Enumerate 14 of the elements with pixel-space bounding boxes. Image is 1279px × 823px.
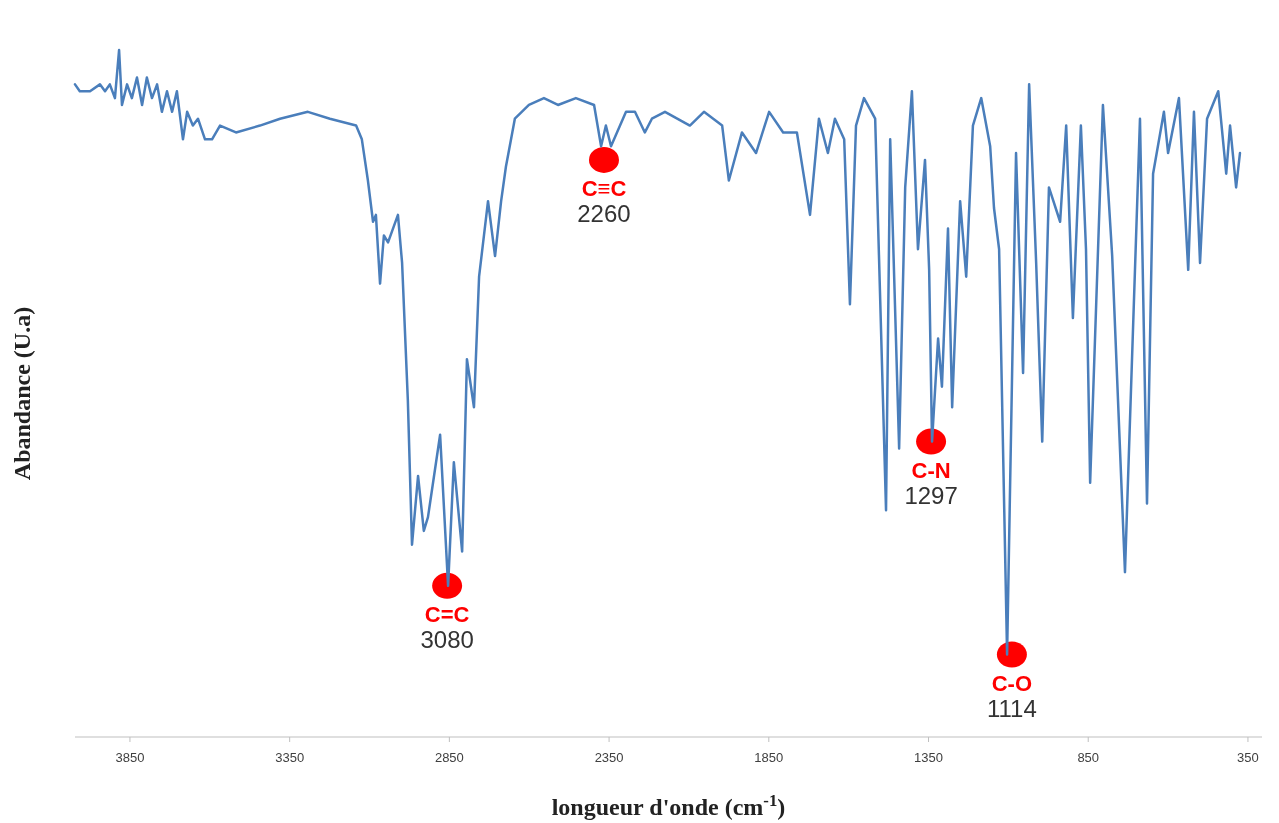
- annotation: C=C 3080: [420, 601, 474, 653]
- x-tick-label: 1350: [914, 750, 943, 765]
- x-tick-label: 2850: [434, 750, 464, 765]
- x-tick-label: 3850: [115, 750, 145, 765]
- x-tick-label: 3350: [275, 750, 305, 765]
- x-tick-label: 350: [1237, 750, 1259, 765]
- y-axis-title: Abandance (U.a): [9, 306, 35, 481]
- x-axis-title: longueur d'onde (cm$^{-1}$): [551, 790, 786, 820]
- annotation: C-N 1297: [904, 457, 958, 509]
- annotation: C≡C 2260: [577, 175, 631, 227]
- x-tick-label: 850: [1077, 750, 1100, 765]
- annotation: C-O 1114: [986, 670, 1037, 722]
- x-tick-label: 2350: [594, 750, 624, 765]
- x-tick-label: 1850: [754, 750, 784, 765]
